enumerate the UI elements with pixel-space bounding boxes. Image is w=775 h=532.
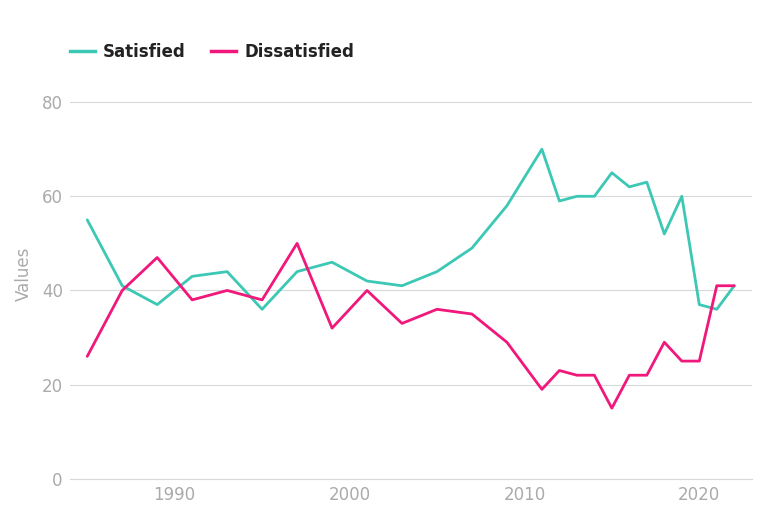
- Satisfied: [694, 302, 704, 308]
- Dissatisfied: [572, 372, 581, 378]
- Satisfied: [677, 193, 687, 200]
- Legend: Satisfied, Dissatisfied: Satisfied, Dissatisfied: [70, 43, 354, 61]
- Satisfied: [729, 282, 739, 289]
- Dissatisfied: [398, 320, 407, 327]
- Satisfied: [118, 282, 127, 289]
- Dissatisfied: [188, 297, 197, 303]
- Dissatisfied: [363, 287, 372, 294]
- Satisfied: [590, 193, 599, 200]
- Dissatisfied: [625, 372, 634, 378]
- Dissatisfied: [642, 372, 652, 378]
- Dissatisfied: [555, 367, 564, 373]
- Satisfied: [363, 278, 372, 284]
- Satisfied: [555, 198, 564, 204]
- Satisfied: [607, 170, 616, 176]
- Dissatisfied: [694, 358, 704, 364]
- Dissatisfied: [467, 311, 477, 317]
- Satisfied: [257, 306, 267, 312]
- Dissatisfied: [257, 297, 267, 303]
- Satisfied: [537, 146, 546, 152]
- Line: Dissatisfied: Dissatisfied: [88, 243, 734, 408]
- Satisfied: [625, 184, 634, 190]
- Satisfied: [398, 282, 407, 289]
- Satisfied: [432, 269, 442, 275]
- Satisfied: [712, 306, 722, 312]
- Dissatisfied: [607, 405, 616, 411]
- Dissatisfied: [83, 353, 92, 360]
- Dissatisfied: [432, 306, 442, 312]
- Satisfied: [222, 269, 232, 275]
- Y-axis label: Values: Values: [16, 247, 33, 301]
- Satisfied: [327, 259, 336, 265]
- Satisfied: [502, 203, 512, 209]
- Satisfied: [83, 217, 92, 223]
- Dissatisfied: [729, 282, 739, 289]
- Dissatisfied: [537, 386, 546, 393]
- Line: Satisfied: Satisfied: [88, 149, 734, 309]
- Dissatisfied: [502, 339, 512, 345]
- Dissatisfied: [153, 254, 162, 261]
- Dissatisfied: [712, 282, 722, 289]
- Satisfied: [642, 179, 652, 185]
- Satisfied: [467, 245, 477, 251]
- Satisfied: [660, 231, 669, 237]
- Satisfied: [188, 273, 197, 279]
- Dissatisfied: [222, 287, 232, 294]
- Dissatisfied: [118, 287, 127, 294]
- Satisfied: [153, 302, 162, 308]
- Satisfied: [292, 269, 301, 275]
- Dissatisfied: [292, 240, 301, 246]
- Dissatisfied: [677, 358, 687, 364]
- Dissatisfied: [327, 325, 336, 331]
- Dissatisfied: [660, 339, 669, 345]
- Dissatisfied: [590, 372, 599, 378]
- Satisfied: [572, 193, 581, 200]
